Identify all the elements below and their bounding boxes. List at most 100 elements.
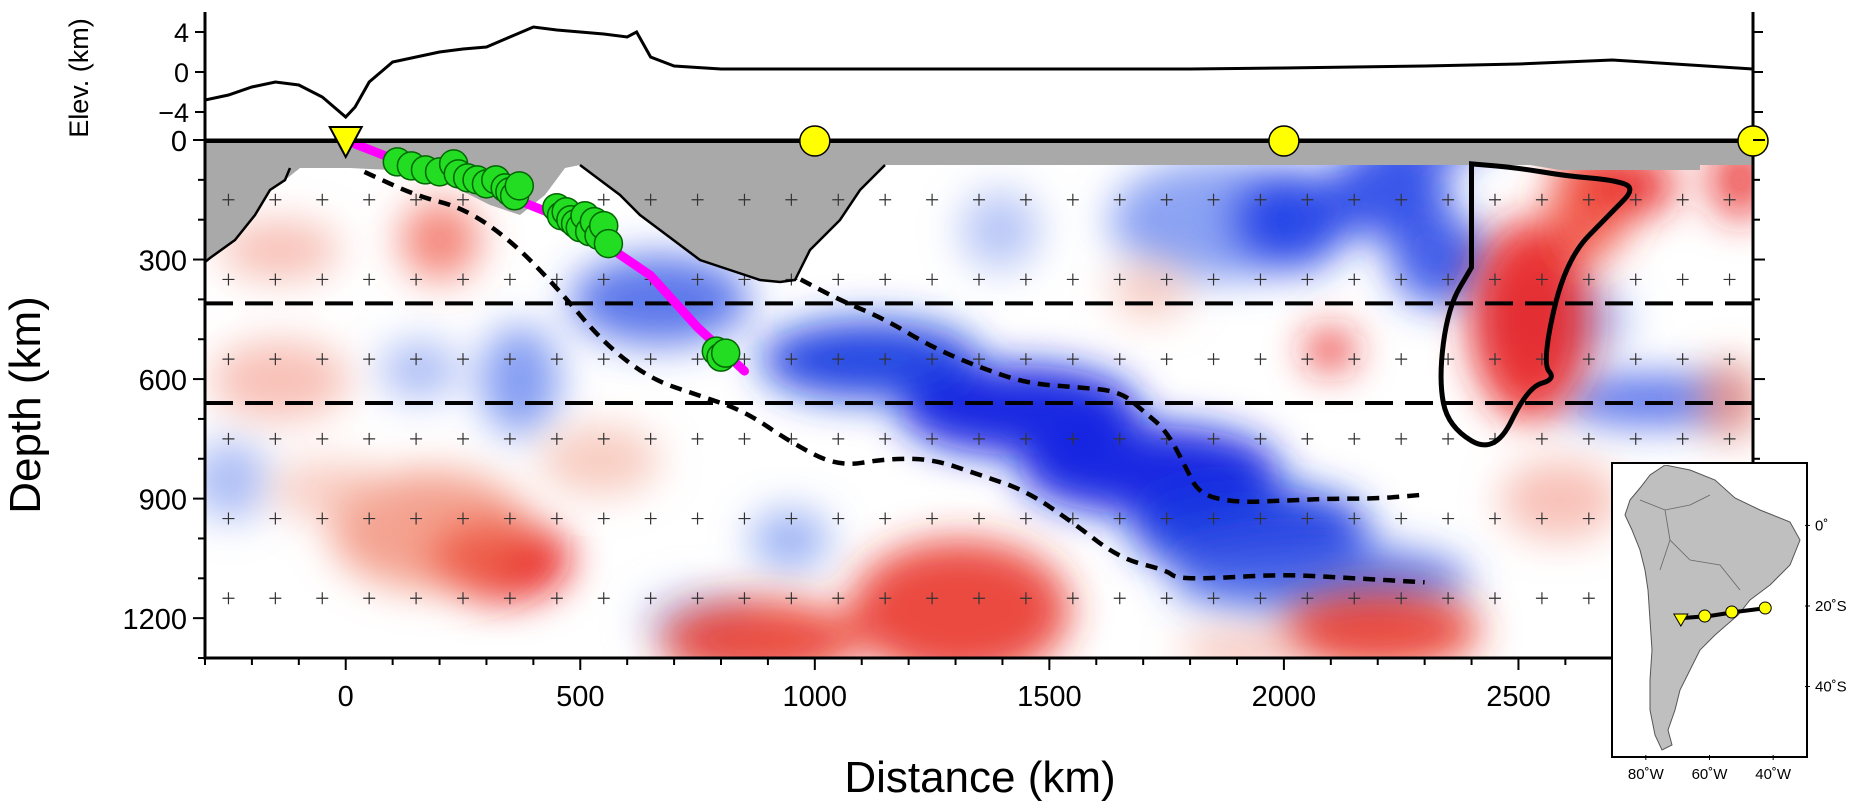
grid-node-marker [691, 512, 704, 525]
grid-node-marker [550, 592, 563, 605]
x-tick-label: 2500 [1486, 681, 1551, 713]
inset-x-tick-label: 40˚W [1755, 766, 1792, 783]
grid-node-marker [316, 432, 329, 445]
grid-node-marker [1395, 193, 1408, 206]
inset-station-triangle [1672, 613, 1689, 628]
fast-anomaly-blob [960, 190, 1040, 270]
grid-node-marker [1395, 432, 1408, 445]
grid-node-marker [457, 512, 469, 525]
elevation-axis-title: Elev. (km) [64, 18, 94, 138]
slow-anomaly-blob [210, 340, 350, 420]
grid-node-marker [550, 432, 563, 445]
grid-node-marker [832, 193, 845, 206]
tomography-panel: 0 500 1000 1500 2000 2500 0 300 600 900 1200 Dist… [1, 125, 1769, 802]
grid-node-marker [269, 193, 282, 206]
y-tick-label: 300 [139, 246, 187, 278]
grid-node-marker [1348, 432, 1361, 445]
grid-node-marker [973, 353, 985, 366]
grid-node-marker [1489, 512, 1501, 525]
slow-anomaly-blob [270, 460, 390, 520]
grid-node-marker [1254, 432, 1267, 445]
grid-node-marker [785, 353, 798, 366]
grid-node-marker [222, 592, 235, 605]
grid-node-marker [926, 193, 939, 206]
grid-node-marker [1301, 273, 1314, 286]
inset-x-tick-label: 80˚W [1628, 766, 1665, 783]
elevation-panel: −4 0 4 Elev. (km) [64, 12, 1763, 142]
grid-node-marker [832, 592, 845, 605]
grid-node-marker [1207, 193, 1220, 206]
slow-anomalies [210, 140, 1753, 658]
grid-node-marker [1066, 273, 1079, 286]
grid-node-marker [1582, 592, 1595, 605]
grid-node-marker [363, 273, 376, 286]
grid-node-marker [503, 353, 516, 366]
slow-anomaly-blob [1280, 590, 1480, 658]
grid-node-marker [363, 432, 376, 445]
grid-node-marker [1207, 353, 1220, 366]
grid-node-marker [316, 512, 329, 525]
grid-node-marker [1254, 193, 1267, 206]
grid-node-marker [1348, 592, 1361, 605]
grid-node-marker [1723, 432, 1736, 445]
grid-node-marker [1066, 432, 1079, 445]
fast-slab-upper-contour [363, 169, 1425, 585]
fast-anomaly-blob [750, 510, 830, 570]
grid-node-marker [738, 432, 751, 445]
grid-node-marker [1442, 193, 1455, 206]
grid-node-marker [1160, 592, 1173, 605]
grid-node-marker [410, 353, 423, 366]
grid-node-marker [457, 353, 469, 366]
grid-node-marker [1629, 273, 1642, 286]
grid-node-marker [597, 273, 610, 286]
grid-node-marker [1723, 193, 1736, 206]
grid-node-marker [410, 273, 423, 286]
grid-node-marker [1113, 353, 1126, 366]
fast-anomaly-blob [1560, 375, 1740, 425]
grid-node-marker [269, 273, 282, 286]
elevation-tick-label: −4 [158, 98, 189, 128]
grid-node-marker [785, 512, 798, 525]
grid-node-marker [644, 592, 657, 605]
grid-node-marker [457, 193, 469, 206]
grid-node-marker [410, 432, 423, 445]
grid-node-marker [738, 512, 751, 525]
grid-node-marker [1629, 432, 1642, 445]
grid-node-marker [1442, 432, 1455, 445]
elevation-profile-line [205, 25, 1753, 120]
inset-profile-point [1758, 601, 1772, 615]
grid-node-marker [269, 512, 282, 525]
grid-node-marker [1489, 353, 1501, 366]
grid-node-marker [926, 432, 939, 445]
slow-anomaly-blob [400, 200, 480, 280]
grid-node-marker [222, 193, 235, 206]
x-tick-label: 1000 [783, 681, 848, 713]
grid-node-marker [1160, 512, 1173, 525]
grid-node-marker [550, 512, 563, 525]
inset-y-ticks: 0˚ 20˚S 40˚S [1805, 517, 1847, 696]
grid-node-marker [1723, 353, 1736, 366]
fast-anomaly-blob [205, 440, 270, 520]
grid-node-marker [832, 432, 845, 445]
grid-node-marker [1301, 432, 1314, 445]
inset-profile-points [1698, 601, 1772, 623]
grid-node-marker [691, 432, 704, 445]
elevation-tick-label: 4 [174, 18, 189, 48]
grid-node-marker [644, 193, 657, 206]
grid-node-marker [1442, 273, 1455, 286]
grid-node-marker [363, 512, 376, 525]
inset-x-tick-label: 60˚W [1692, 766, 1729, 783]
grid-node-marker [1113, 193, 1126, 206]
grid-node-marker [269, 353, 282, 366]
grid-node-marker [222, 353, 235, 366]
x-tick-label: 0 [338, 681, 354, 713]
grid-node-marker [1254, 273, 1267, 286]
grid-node-marker [316, 193, 329, 206]
elevation-y-ticks: −4 0 4 [158, 18, 1763, 128]
grid-node-marker [738, 592, 751, 605]
x-tick-label: 1500 [1017, 681, 1082, 713]
grid-node-marker [691, 193, 704, 206]
grid-node-marker [1676, 353, 1689, 366]
grid-node-marker [973, 273, 985, 286]
